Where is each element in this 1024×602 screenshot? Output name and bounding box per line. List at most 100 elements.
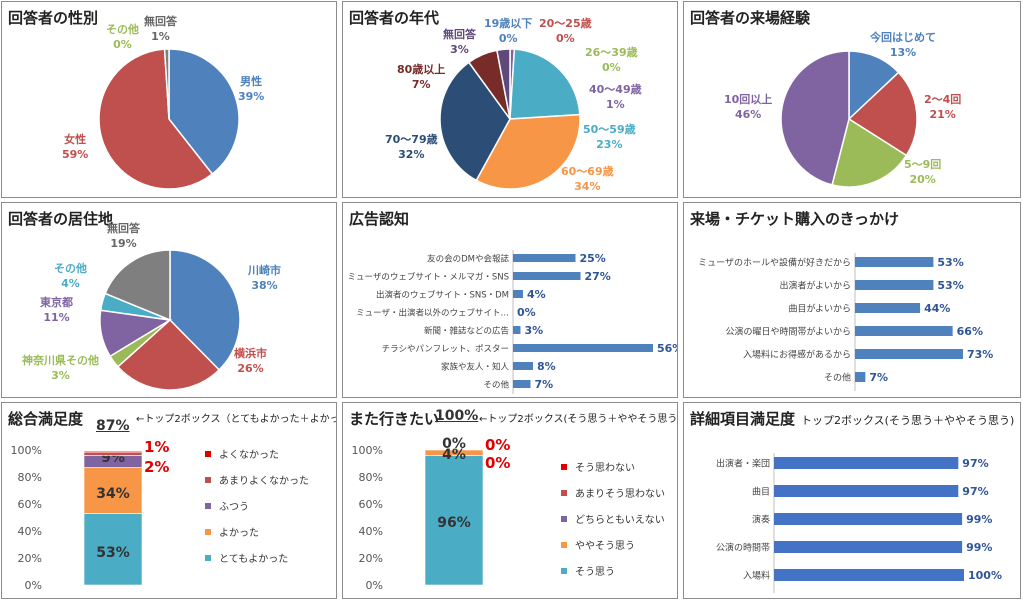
slice-label-name: 50～59歳 xyxy=(583,123,636,136)
y-tick-label: 100% xyxy=(352,444,383,457)
panel-title: 広告認知 xyxy=(349,210,410,228)
legend-item: よくなかった xyxy=(205,446,309,461)
visits-pie-chart xyxy=(780,50,918,188)
y-tick-label: 60% xyxy=(359,498,383,511)
stack-segment xyxy=(83,452,143,456)
revisit-stacked-chart: 0%20%40%60%80%100%96%4%0%0%0% xyxy=(352,436,511,592)
bar xyxy=(855,372,866,382)
segment-label: 2% xyxy=(144,458,169,476)
legend-swatch xyxy=(205,502,211,509)
slice-label: 19歳以下 0% xyxy=(484,16,532,46)
value-label: 53% xyxy=(937,279,963,292)
slice-label-value: 13% xyxy=(889,46,917,59)
trigger-bar-chart: ミューザのホールや設備が好きだから 53% 出演者がよいから 53% 曲目がよいから 44… xyxy=(698,253,993,391)
legend-swatch xyxy=(561,489,567,496)
panel-title: また行きたい xyxy=(349,410,440,428)
panel-visits: 回答者の来場経験 今回はじめて 13% 2～4回 21% 5～9回 20% 10回以上 46% xyxy=(683,1,1021,198)
pie-slice xyxy=(169,249,241,371)
slice-label-value: 23% xyxy=(596,138,623,151)
slice-label-name: 男性 xyxy=(240,75,263,88)
legend-item: ややそう思う xyxy=(561,537,665,552)
slice-label-value: 38% xyxy=(251,279,278,292)
pie-slice xyxy=(98,48,214,190)
category-label: ミューザのウェブサイト・メルマガ・SNS xyxy=(348,272,509,283)
legend-swatch xyxy=(561,541,567,548)
slice-label-name: 20～25歳 xyxy=(539,17,592,30)
category-label: 出演者・楽団 xyxy=(716,458,770,470)
panel-detail: 詳細項目満足度 トップ2ボックス(そう思う＋ややそう思う) 出演者・楽団 97% 曲目… xyxy=(683,402,1021,599)
bar xyxy=(774,485,959,497)
bar xyxy=(513,254,576,262)
value-label: 3% xyxy=(525,324,544,337)
panel-title: 来場・チケット購入のきっかけ xyxy=(690,210,899,228)
slice-label-value: 3% xyxy=(51,369,70,382)
panel-title: 総合満足度 xyxy=(8,410,84,428)
bar xyxy=(774,569,964,581)
y-tick-label: 40% xyxy=(359,525,383,538)
slice-label-name: 女性 xyxy=(64,133,87,146)
value-label: 66% xyxy=(957,325,983,338)
legend-label: とてもよかった xyxy=(219,554,289,565)
bar xyxy=(774,513,963,525)
slice-label-name: 無回答 xyxy=(107,222,140,235)
panel-trigger: 来場・チケット購入のきっかけ ミューザのホールや設備が好きだから 53% 出演者がよ… xyxy=(683,202,1021,398)
slice-label: 20～25歳 0% xyxy=(539,16,592,46)
segment-label: 96% xyxy=(437,515,471,531)
slice-label: 80歳以上 7% xyxy=(397,62,445,92)
value-label: 8% xyxy=(537,360,556,373)
slice-label-value: 4% xyxy=(61,277,80,290)
bar xyxy=(513,380,531,388)
value-label: 25% xyxy=(580,252,606,265)
slice-label-name: 神奈川県その他 xyxy=(22,354,99,367)
value-label: 56% xyxy=(657,342,678,355)
segment-label: 1% xyxy=(144,438,169,456)
slice-label: 40～49歳 1% xyxy=(589,82,642,112)
legend-item: とてもよかった xyxy=(205,550,309,565)
legend-swatch xyxy=(561,463,567,470)
legend-swatch xyxy=(561,515,567,522)
bar xyxy=(855,326,953,336)
legend-item: よかった xyxy=(205,524,309,539)
slice-label-value: 21% xyxy=(929,108,956,121)
slice-label-value: 59% xyxy=(62,148,89,161)
y-tick-label: 60% xyxy=(18,498,42,511)
legend-label: ややそう思う xyxy=(575,541,635,552)
slice-label-name: その他 xyxy=(106,23,139,36)
segment-label: 0% xyxy=(485,436,510,454)
value-label: 7% xyxy=(869,371,888,384)
slice-label-value: 39% xyxy=(238,90,265,103)
bar xyxy=(513,326,521,334)
slice-label-name: 70～79歳 xyxy=(385,133,438,146)
slice-label-value: 0% xyxy=(498,32,518,45)
overall-stacked-chart: 0%20%40%60%80%100%53%34%9% 2%1% xyxy=(11,438,170,592)
y-tick-label: 0% xyxy=(25,579,42,592)
category-label: チラシやパンフレット、ポスター xyxy=(382,345,509,355)
ad-bar-chart: 友の会のDMや会報誌 25% ミューザのウェブサイト・メルマガ・SNS 27% 出演者の… xyxy=(348,250,678,394)
slice-label-value: 1% xyxy=(151,30,170,43)
slice-label-name: 60～69歳 xyxy=(561,165,614,178)
detail-bar-chart: 出演者・楽団 97% 曲目 97% 演奏 99% 公演の時間帯 99% 入場料 100% xyxy=(716,453,1002,593)
bar xyxy=(774,541,963,553)
slice-label: 70～79歳 32% xyxy=(385,132,438,162)
panel-title: 回答者の来場経験 xyxy=(690,9,811,27)
pie-slice xyxy=(116,318,221,391)
slice-label-value: 34% xyxy=(574,180,601,193)
panel-overall: 総合満足度 87% ←トップ2ボックス（とてもよかった＋よかった） 0% 20% 4… xyxy=(1,402,337,599)
bar xyxy=(855,280,934,290)
segment-label: 0% xyxy=(442,436,466,452)
value-label: 97% xyxy=(962,457,988,470)
y-tick-label: 20% xyxy=(18,552,42,565)
category-label: 友の会のDMや会報誌 xyxy=(427,254,509,265)
panel-title-text: 詳細項目満足度 xyxy=(690,410,796,428)
pie-slice xyxy=(847,71,918,157)
legend-item: あまりよくなかった xyxy=(205,472,309,487)
slice-label-value: 0% xyxy=(113,38,132,51)
residence-pie-chart xyxy=(99,249,241,391)
slice-label-value: 32% xyxy=(398,148,425,161)
slice-label-name: 5～9回 xyxy=(904,158,942,171)
slice-label-name: 東京都 xyxy=(40,296,73,309)
bar xyxy=(855,349,963,359)
category-label: 曲目 xyxy=(752,487,770,498)
category-label: 入場料 xyxy=(743,570,770,582)
slice-label: 無回答 19% xyxy=(107,221,140,251)
